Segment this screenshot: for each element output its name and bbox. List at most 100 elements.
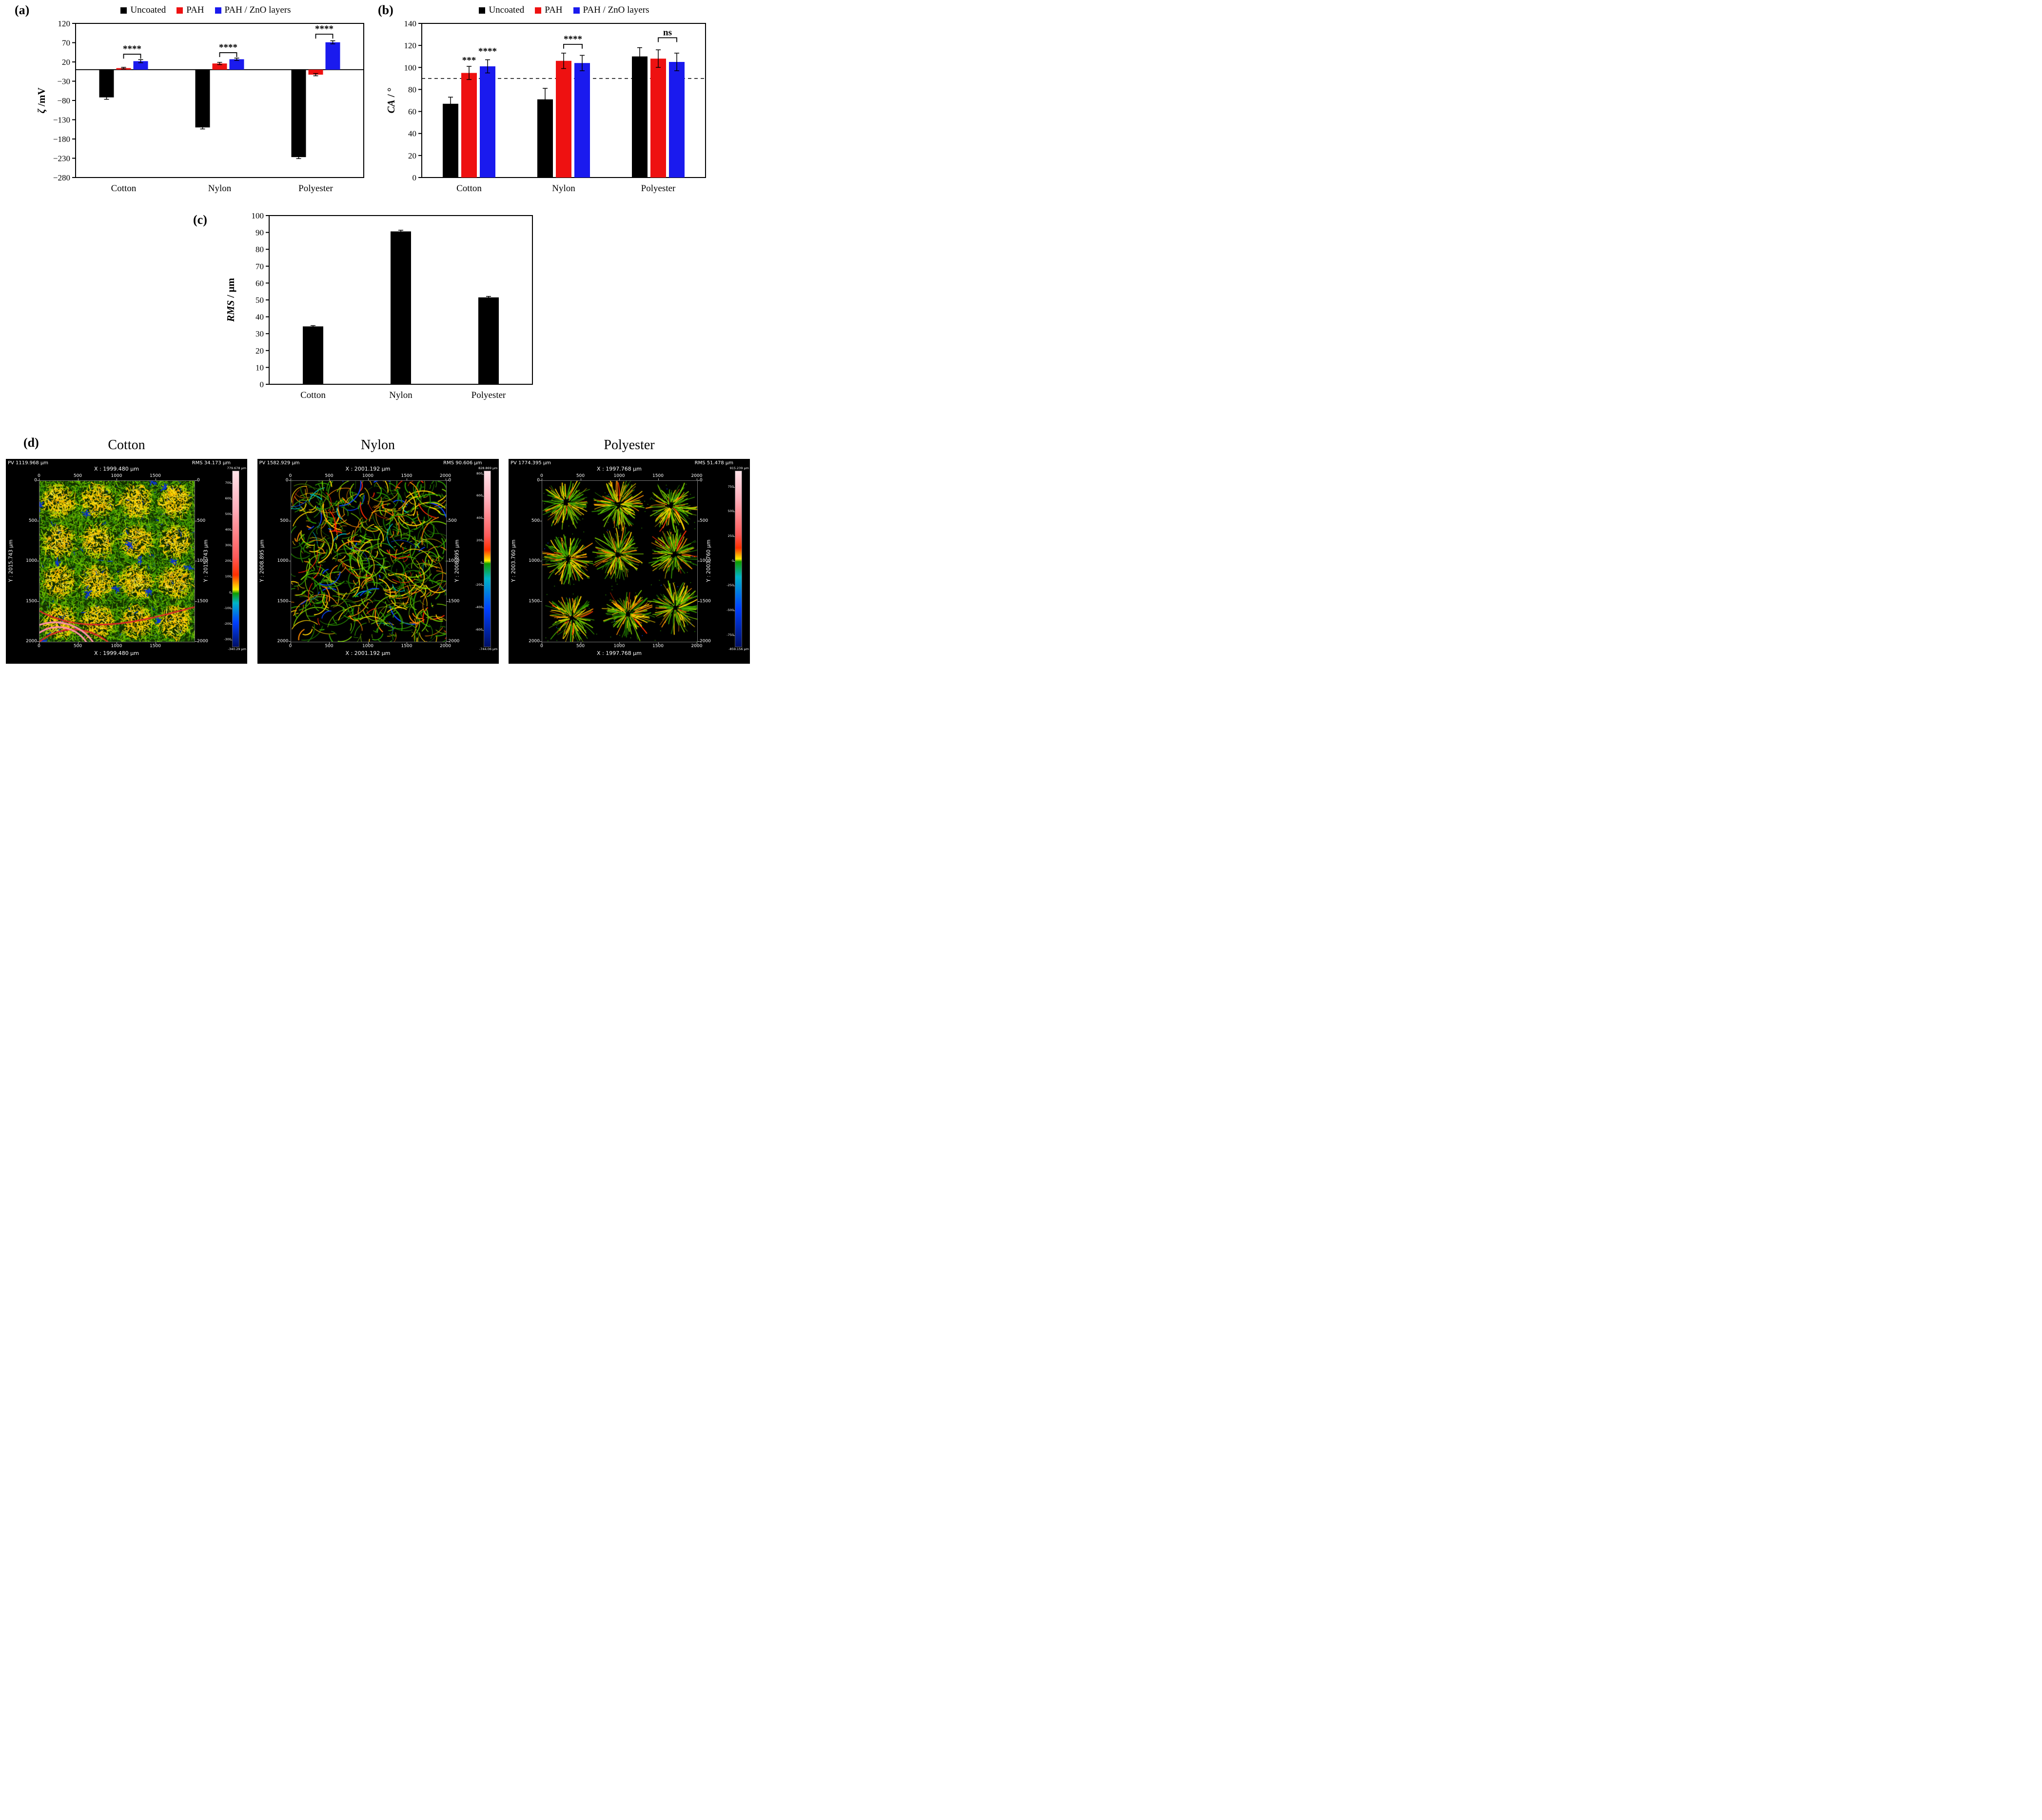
y-tick-label: 2000 bbox=[529, 639, 540, 644]
colorbar-tick-label: -400 bbox=[475, 605, 483, 610]
colorbar-tick-label: -100 bbox=[224, 606, 231, 610]
colorbar-tick-mark bbox=[231, 483, 232, 484]
bar bbox=[291, 69, 306, 158]
colorbar-tick-mark bbox=[231, 514, 232, 515]
y-tick-label: 80 bbox=[408, 85, 416, 94]
colorbar-tick-mark bbox=[733, 561, 735, 562]
rms-value: RMS 34.173 μm bbox=[192, 460, 231, 466]
y-axis-label: CA / ° bbox=[385, 88, 397, 114]
colorbar-tick-label: -750 bbox=[726, 633, 734, 637]
x-tick-label: 1000 bbox=[362, 644, 373, 649]
colorbar-tick-label: 500 bbox=[225, 512, 231, 516]
panel-b-header: (b) Uncoated PAH PAH / ZnO layers bbox=[378, 3, 719, 18]
y-tick-label: 1000 bbox=[700, 558, 711, 563]
bar bbox=[133, 61, 148, 70]
y-tick-label: 40 bbox=[408, 129, 416, 138]
y-tick-label: 1500 bbox=[700, 598, 711, 604]
legend-b: Uncoated PAH PAH / ZnO layers bbox=[409, 3, 719, 16]
bar bbox=[212, 63, 227, 70]
x-tick-label: 1000 bbox=[613, 644, 625, 649]
colorbar-tick-mark bbox=[482, 563, 484, 564]
y-tick-label: 2000 bbox=[277, 639, 289, 644]
y-tick-label: 140 bbox=[404, 19, 417, 28]
height-map-image bbox=[290, 480, 447, 642]
legend-item: PAH bbox=[535, 5, 563, 16]
legend-label: PAH bbox=[545, 5, 563, 15]
bar bbox=[461, 73, 477, 178]
contact-angle-chart: 0 20 40 60 80 100 120 140 CA / ° Cotton Nylon Polye… bbox=[385, 19, 706, 194]
y-tick-mark bbox=[195, 641, 197, 642]
x-tick-mark bbox=[658, 478, 659, 480]
x-tick-mark bbox=[329, 642, 330, 644]
legend-item: Uncoated bbox=[479, 5, 524, 16]
y-tick-label: 500 bbox=[531, 518, 540, 523]
y-tick-mark bbox=[288, 641, 291, 642]
colorbar-tick-label: 300 bbox=[225, 543, 231, 548]
bar bbox=[391, 231, 411, 384]
y-tick-label: 500 bbox=[700, 518, 708, 523]
y-tick-label: −180 bbox=[53, 135, 70, 144]
colorbar-tick-label: 200 bbox=[476, 538, 483, 542]
category-label: Nylon bbox=[389, 390, 412, 400]
panel-b: (b) Uncoated PAH PAH / ZnO layers 0 20 40 6… bbox=[378, 3, 719, 199]
colorbar-tick-label: 800 bbox=[476, 471, 483, 475]
bar bbox=[669, 62, 685, 178]
significance-label: **** bbox=[315, 24, 334, 34]
colorbar-tick-label: 0 bbox=[731, 558, 734, 563]
x-tick-label: 500 bbox=[325, 474, 334, 478]
y-tick-label: 60 bbox=[408, 107, 416, 117]
colorbar-tick-mark bbox=[733, 635, 735, 636]
colorbar-max-label: 828.869 μm bbox=[478, 466, 498, 470]
y-tick-label: −30 bbox=[57, 77, 70, 86]
significance-bracket bbox=[219, 52, 237, 58]
colorbar-tick-mark bbox=[482, 518, 484, 519]
zeta-potential-chart: 120 70 20 −30 −80 −130 −180 −230 −280 ζ /mV Cotton… bbox=[36, 19, 364, 194]
profilometry-map: PV 1582.929 μm RMS 90.606 μm 828.869 μm … bbox=[257, 459, 499, 664]
y-tick-label: 2000 bbox=[448, 639, 460, 644]
y-tick-label: 1000 bbox=[197, 558, 208, 563]
y-tick-label: 0 bbox=[34, 478, 37, 483]
y-tick-mark bbox=[540, 641, 542, 642]
colorbar-tick-label: 750 bbox=[727, 484, 734, 489]
y-tick-label: 0 bbox=[537, 478, 540, 483]
x-tick-mark bbox=[78, 642, 79, 644]
x-tick-label: 0 bbox=[289, 474, 292, 478]
x-axis-label-top: X : 1999.480 μm bbox=[94, 466, 139, 472]
y-tick-label: 0 bbox=[448, 478, 452, 483]
x-tick-label: 0 bbox=[540, 474, 543, 478]
bar bbox=[303, 326, 323, 384]
colorbar-tick-mark bbox=[231, 561, 232, 562]
legend-label: Uncoated bbox=[489, 5, 525, 15]
x-tick-label: 1500 bbox=[401, 474, 412, 478]
y-tick-mark bbox=[288, 601, 291, 602]
x-axis-label-bottom: X : 1997.768 μm bbox=[597, 650, 642, 656]
y-tick-label: 120 bbox=[404, 41, 417, 50]
colorbar-tick-label: 0 bbox=[229, 590, 231, 594]
y-tick-mark bbox=[288, 480, 291, 481]
y-tick-mark bbox=[37, 601, 39, 602]
colorbar-tick-label: 0 bbox=[480, 560, 483, 565]
x-tick-label: 1000 bbox=[111, 474, 122, 478]
category-label: Polyester bbox=[471, 390, 506, 400]
y-tick-label: 0 bbox=[197, 478, 200, 483]
y-tick-label: 20 bbox=[62, 58, 70, 67]
pah-zno-swatch bbox=[215, 7, 221, 14]
y-tick-mark bbox=[446, 641, 449, 642]
x-tick-mark bbox=[619, 642, 620, 644]
panel-c: (c) 0 10 20 30 40 50 60 70 80 90 100 RMS / μm Cotton… bbox=[185, 209, 561, 409]
y-tick-label: 2000 bbox=[26, 639, 37, 644]
y-tick-label: 2000 bbox=[197, 639, 208, 644]
bar bbox=[478, 297, 499, 384]
bar bbox=[574, 63, 590, 178]
y-tick-mark bbox=[698, 480, 700, 481]
colorbar bbox=[735, 471, 742, 647]
bar bbox=[99, 69, 114, 98]
x-tick-label: 2000 bbox=[691, 474, 703, 478]
category-label: Nylon bbox=[208, 183, 232, 194]
panel-b-label: (b) bbox=[378, 3, 393, 17]
colorbar-min-label: -744.06 μm bbox=[479, 647, 498, 651]
y-tick-label: 0 bbox=[285, 478, 289, 483]
category-label: Polyester bbox=[298, 183, 333, 194]
y-tick-label: −130 bbox=[53, 116, 70, 125]
x-tick-mark bbox=[368, 642, 369, 644]
